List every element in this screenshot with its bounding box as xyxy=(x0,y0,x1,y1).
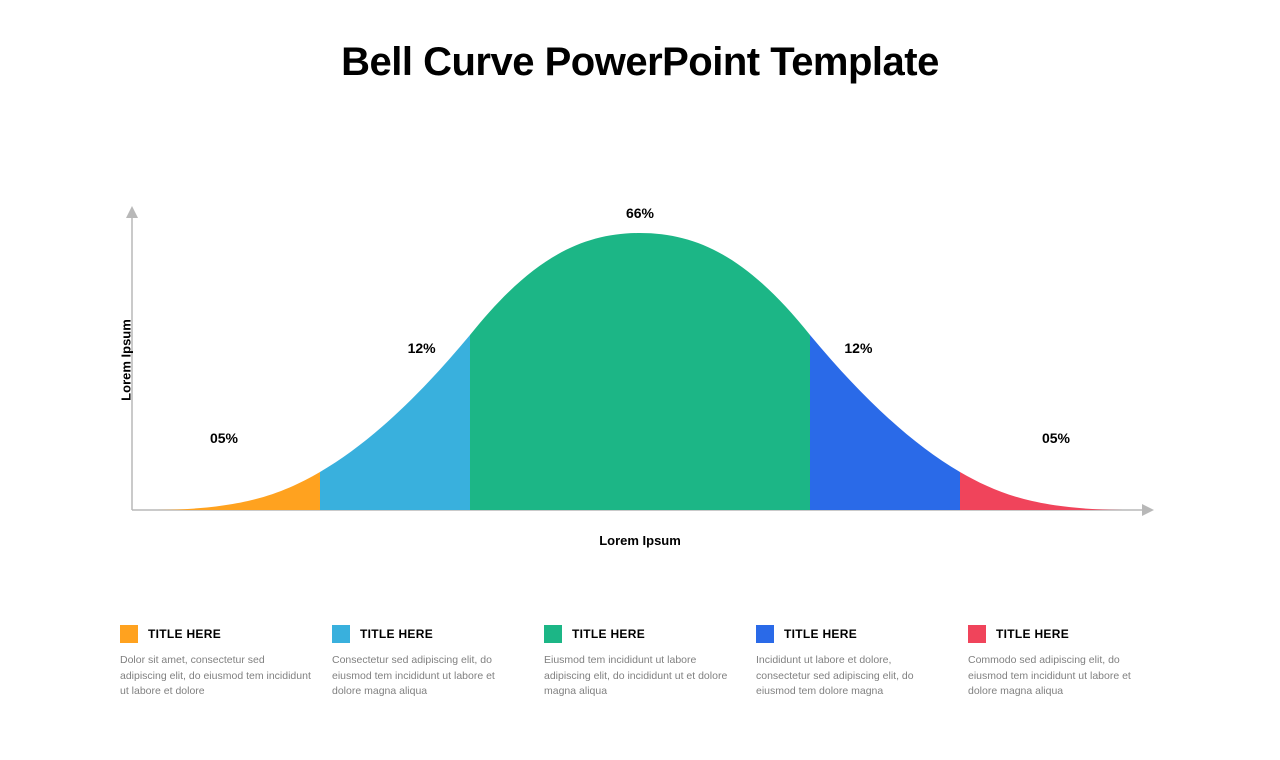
pct-label-3: 66% xyxy=(626,205,654,221)
segment-1 xyxy=(150,472,320,510)
legend-swatch xyxy=(544,625,562,643)
legend-title: TITLE HERE xyxy=(360,627,433,641)
legend: TITLE HERE Dolor sit amet, consectetur s… xyxy=(120,625,1160,700)
segment-5 xyxy=(960,472,1130,510)
legend-swatch xyxy=(332,625,350,643)
segment-4 xyxy=(810,335,960,510)
legend-item-1: TITLE HERE Dolor sit amet, consectetur s… xyxy=(120,625,312,700)
legend-title: TITLE HERE xyxy=(996,627,1069,641)
bell-curve-chart: Lorem Ipsum Lorem Ipsum 05% 12% 66% 12% … xyxy=(120,200,1160,520)
legend-desc: Eiusmod tem incididunt ut labore adipisc… xyxy=(544,653,736,700)
segment-3 xyxy=(470,233,810,510)
pct-label-5: 05% xyxy=(1042,430,1070,446)
legend-title: TITLE HERE xyxy=(148,627,221,641)
pct-label-1: 05% xyxy=(210,430,238,446)
legend-title: TITLE HERE xyxy=(784,627,857,641)
legend-swatch xyxy=(756,625,774,643)
legend-desc: Consectetur sed adipiscing elit, do eius… xyxy=(332,653,524,700)
legend-item-5: TITLE HERE Commodo sed adipiscing elit, … xyxy=(968,625,1160,700)
y-axis-label: Lorem Ipsum xyxy=(118,319,133,401)
x-axis-label: Lorem Ipsum xyxy=(599,533,681,548)
pct-label-4: 12% xyxy=(844,340,872,356)
legend-desc: Incididunt ut labore et dolore, consecte… xyxy=(756,653,948,700)
pct-label-2: 12% xyxy=(408,340,436,356)
chart-svg xyxy=(120,200,1160,520)
legend-title: TITLE HERE xyxy=(572,627,645,641)
legend-item-2: TITLE HERE Consectetur sed adipiscing el… xyxy=(332,625,524,700)
legend-swatch xyxy=(120,625,138,643)
legend-desc: Commodo sed adipiscing elit, do eiusmod … xyxy=(968,653,1160,700)
legend-item-4: TITLE HERE Incididunt ut labore et dolor… xyxy=(756,625,948,700)
segment-2 xyxy=(320,335,470,510)
legend-item-3: TITLE HERE Eiusmod tem incididunt ut lab… xyxy=(544,625,736,700)
legend-desc: Dolor sit amet, consectetur sed adipisci… xyxy=(120,653,312,700)
slide-title: Bell Curve PowerPoint Template xyxy=(0,40,1280,85)
legend-swatch xyxy=(968,625,986,643)
